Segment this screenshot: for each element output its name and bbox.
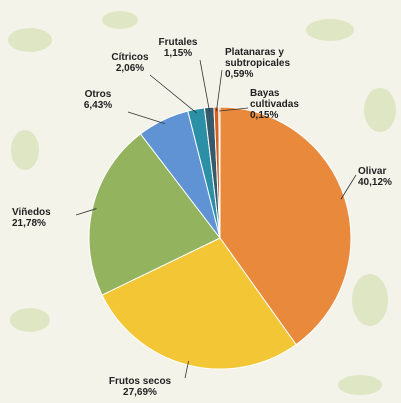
slice-value: 0,15% <box>250 110 279 121</box>
leader-line <box>127 111 165 125</box>
slice-name: Viñedos <box>12 207 51 218</box>
slice-label: Bayas cultivadas 0,15% <box>250 88 314 121</box>
slice-name: Platanaras y subtropicales <box>225 47 291 69</box>
leader-line <box>75 208 97 216</box>
leader-line <box>184 360 189 379</box>
leader-line <box>340 174 357 200</box>
slice-name: Otros <box>84 89 112 100</box>
slice-name: Olivar <box>358 166 387 177</box>
leader-line <box>149 74 198 114</box>
pie-slice <box>88 133 221 296</box>
slice-label: Frutos secos 27,69% <box>100 376 180 398</box>
slice-name: Bayas cultivadas <box>250 88 299 110</box>
slice-label: Frutales 1,15% <box>150 37 206 59</box>
pie-slice <box>218 106 221 239</box>
slice-name: Cítricos <box>111 52 149 63</box>
slice-name: Frutos secos <box>108 376 172 387</box>
leader-line <box>216 69 223 112</box>
leader-line <box>219 107 249 112</box>
slice-label: Platanaras y subtropicales 0,59% <box>225 47 315 80</box>
slice-value: 40,12% <box>358 177 392 188</box>
leader-line <box>199 59 210 112</box>
slice-label: Cítricos 2,06% <box>102 52 158 74</box>
slice-label: Otros 6,43% <box>70 89 126 111</box>
slice-name: Frutales <box>158 37 198 48</box>
pie-slice <box>219 106 352 346</box>
slice-label: Olivar 40,12% <box>358 166 401 188</box>
slice-value: 6,43% <box>83 100 113 111</box>
slice-value: 2,06% <box>115 63 145 74</box>
slice-value: 21,78% <box>12 218 46 229</box>
background-pattern <box>8 11 396 395</box>
slice-label: Viñedos 21,78% <box>12 207 72 229</box>
slice-value: 1,15% <box>163 48 193 59</box>
slice-value: 0,59% <box>225 69 254 80</box>
slice-value: 27,69% <box>123 387 157 398</box>
